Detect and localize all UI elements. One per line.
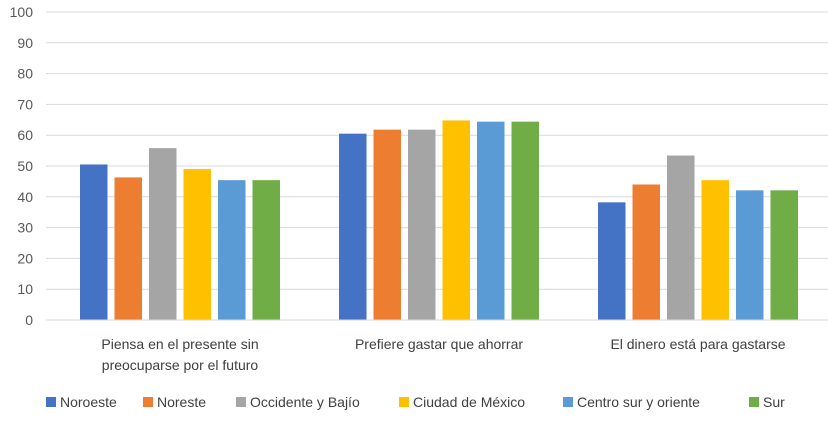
legend-item[interactable]: Ciudad de México: [399, 394, 525, 410]
bar: [218, 180, 246, 320]
y-tick-label: 20: [17, 250, 33, 266]
bar: [339, 133, 367, 320]
category-label: Prefiere gastar que ahorrar: [355, 336, 523, 352]
bar: [80, 164, 108, 320]
bar: [114, 177, 142, 320]
bar: [442, 120, 470, 320]
legend-label: Sur: [763, 394, 785, 410]
y-tick-label: 40: [17, 189, 33, 205]
y-tick-label: 50: [17, 158, 33, 174]
legend-label: Occidente y Bajío: [250, 394, 360, 410]
legend-label: Noroeste: [60, 394, 117, 410]
bar: [598, 202, 626, 320]
category-label: El dinero está para gastarse: [610, 336, 785, 352]
legend-item[interactable]: Occidente y Bajío: [236, 394, 360, 410]
bar: [511, 121, 539, 320]
bar: [408, 129, 436, 320]
y-tick-label: 30: [17, 220, 33, 236]
bar: [183, 169, 211, 320]
bar: [373, 129, 401, 320]
y-tick-label: 70: [17, 96, 33, 112]
bar: [667, 155, 695, 320]
bar: [701, 180, 729, 320]
legend[interactable]: Noroeste Noreste Occidente y Bajío Ciudad d…: [46, 394, 785, 410]
y-tick-label: 60: [17, 127, 33, 143]
legend-swatch: [46, 397, 56, 407]
legend-item[interactable]: Sur: [749, 394, 785, 410]
y-axis-tick-labels: 0 10 20 30 40 50 60 70 80 90 100: [10, 4, 34, 328]
legend-swatch: [236, 397, 246, 407]
y-tick-label: 90: [17, 35, 33, 51]
legend-swatch: [563, 397, 573, 407]
y-tick-label: 100: [10, 4, 34, 20]
legend-label: Noreste: [157, 394, 206, 410]
y-tick-label: 0: [25, 312, 33, 328]
category-labels: Piensa en el presente sin preocuparse por…: [101, 336, 785, 373]
legend-swatch: [143, 397, 153, 407]
legend-item[interactable]: Centro sur y oriente: [563, 394, 700, 410]
bar: [149, 148, 177, 320]
legend-label: Centro sur y oriente: [577, 394, 700, 410]
legend-swatch: [749, 397, 759, 407]
legend-label: Ciudad de México: [413, 394, 525, 410]
legend-item[interactable]: Noreste: [143, 394, 206, 410]
legend-item[interactable]: Noroeste: [46, 394, 117, 410]
y-tick-label: 10: [17, 281, 33, 297]
category-label: Piensa en el presente sin: [101, 336, 258, 352]
legend-swatch: [399, 397, 409, 407]
bar: [252, 180, 280, 320]
bars: [80, 120, 798, 320]
category-label: preocuparse por el futuro: [102, 357, 259, 373]
bar: [736, 190, 764, 320]
bar: [770, 190, 798, 320]
y-tick-label: 80: [17, 66, 33, 82]
bar: [632, 184, 660, 320]
bar: [477, 121, 505, 320]
